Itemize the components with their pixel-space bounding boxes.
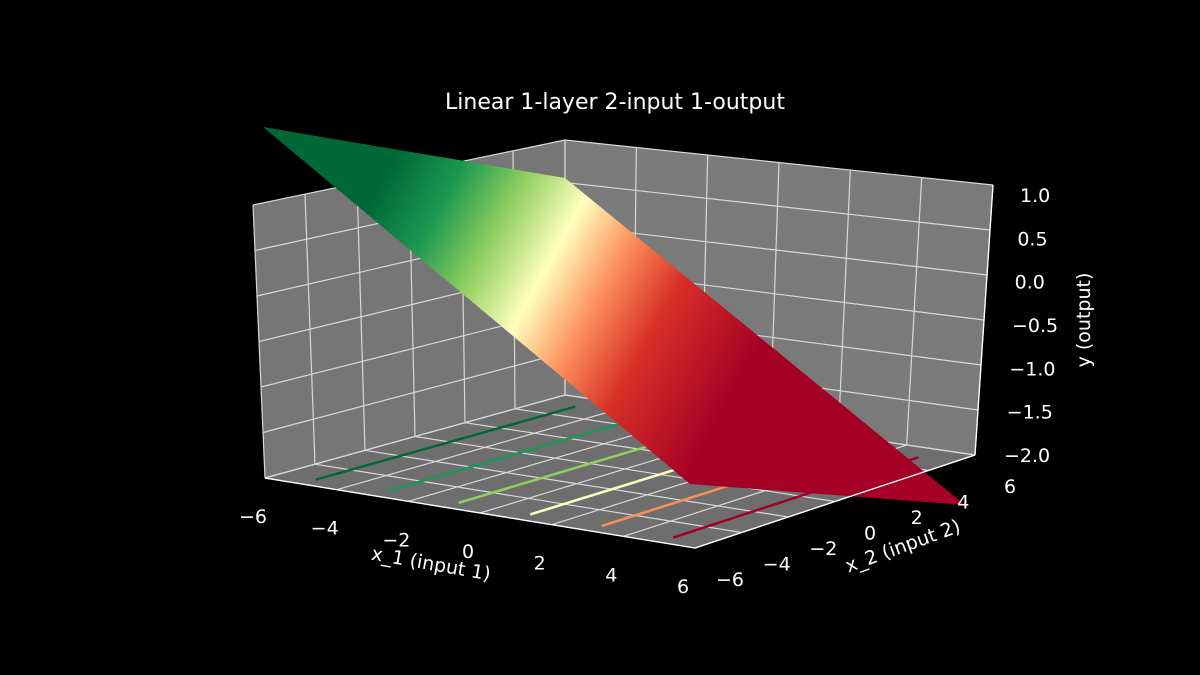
y-axis-line <box>694 454 976 549</box>
z-tick-label: −1.0 <box>1009 358 1055 380</box>
z-tick-label: −2.0 <box>1004 445 1050 467</box>
z-axis-line <box>974 184 994 456</box>
x-tick-label: 0 <box>462 541 474 563</box>
y-tick-label: −2 <box>809 538 837 560</box>
x-axis-line <box>264 477 696 549</box>
z-axis-label: y (output) <box>1073 273 1095 368</box>
chart-title: Linear 1-layer 2-input 1-output <box>445 90 785 115</box>
z-tick-label: 0.5 <box>1017 228 1047 250</box>
axis-lines <box>264 184 994 549</box>
z-tick-label: 0.0 <box>1015 272 1045 294</box>
y-tick-labels: −6 −4 −2 0 2 4 6 <box>716 476 1016 591</box>
y-tick-label: −6 <box>716 569 744 591</box>
z-tick-label: 1.0 <box>1020 185 1050 207</box>
z-tick-label: −1.5 <box>1007 402 1053 424</box>
y-tick-label: 2 <box>911 507 923 529</box>
z-tick-labels: 1.0 0.5 0.0 −0.5 −1.0 −1.5 −2.0 <box>1004 185 1058 467</box>
y-axis-label: x_2 (input 2) <box>842 515 963 577</box>
contour-line <box>315 405 576 481</box>
x-tick-label: 4 <box>605 564 617 586</box>
z-tick-label: −0.5 <box>1012 315 1058 337</box>
x-tick-label: 2 <box>534 553 546 575</box>
contour-line <box>386 415 645 493</box>
y-tick-label: 4 <box>957 492 969 514</box>
surface-plane <box>263 127 965 505</box>
x-tick-label: −6 <box>239 506 267 528</box>
x-tick-label: 6 <box>677 576 689 598</box>
y-tick-label: 0 <box>864 523 876 545</box>
x-tick-labels: −6 −4 −2 0 2 4 6 <box>239 506 689 598</box>
y-tick-label: −4 <box>763 554 791 576</box>
x-tick-label: −2 <box>382 529 410 551</box>
y-tick-label: 6 <box>1004 476 1016 498</box>
x-tick-label: −4 <box>311 518 339 540</box>
